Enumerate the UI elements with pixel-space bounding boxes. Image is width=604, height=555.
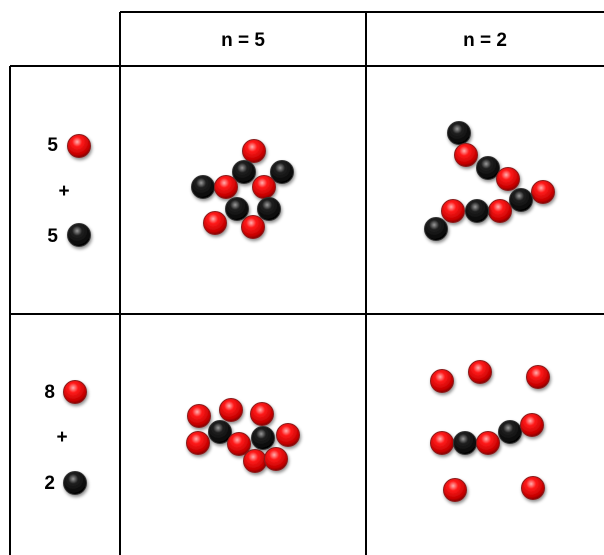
balls <box>63 121 555 502</box>
red-ball <box>531 180 555 204</box>
black-ball <box>453 431 477 455</box>
black-ball <box>465 199 489 223</box>
red-ball <box>242 139 266 163</box>
red-ball <box>67 134 91 158</box>
red-ball <box>203 211 227 235</box>
black-ball <box>509 188 533 212</box>
black-ball <box>191 175 215 199</box>
red-ball <box>264 447 288 471</box>
black-ball <box>67 223 91 247</box>
red-ball <box>520 413 544 437</box>
red-ball <box>63 380 87 404</box>
red-ball <box>186 431 210 455</box>
red-ball <box>241 215 265 239</box>
red-ball <box>219 398 243 422</box>
black-ball <box>447 121 471 145</box>
red-ball <box>430 431 454 455</box>
grid <box>9 11 604 555</box>
black-ball <box>251 426 275 450</box>
black-ball <box>498 420 522 444</box>
red-ball <box>526 365 550 389</box>
red-ball <box>476 431 500 455</box>
black-ball <box>232 160 256 184</box>
red-ball <box>276 423 300 447</box>
black-count: 2 <box>44 473 55 494</box>
red-ball <box>430 369 454 393</box>
red-ball <box>468 360 492 384</box>
red-ball <box>488 199 512 223</box>
red-ball <box>187 404 211 428</box>
red-ball <box>496 167 520 191</box>
black-ball <box>270 160 294 184</box>
black-ball <box>208 420 232 444</box>
black-ball <box>424 217 448 241</box>
red-ball <box>214 175 238 199</box>
black-ball <box>476 156 500 180</box>
red-ball <box>441 199 465 223</box>
red-ball <box>250 402 274 426</box>
red-count: 5 <box>47 135 58 156</box>
red-ball <box>252 175 276 199</box>
red-count: 8 <box>44 382 55 403</box>
red-ball <box>454 143 478 167</box>
red-ball <box>243 449 267 473</box>
black-count: 5 <box>47 226 58 247</box>
black-ball <box>225 197 249 221</box>
column-header: n = 2 <box>463 30 507 51</box>
operator: + <box>56 427 67 448</box>
column-header: n = 5 <box>221 30 265 51</box>
black-ball <box>63 471 87 495</box>
red-ball <box>227 432 251 456</box>
red-ball <box>521 476 545 500</box>
black-ball <box>257 197 281 221</box>
operator: + <box>58 181 69 202</box>
red-ball <box>443 478 467 502</box>
